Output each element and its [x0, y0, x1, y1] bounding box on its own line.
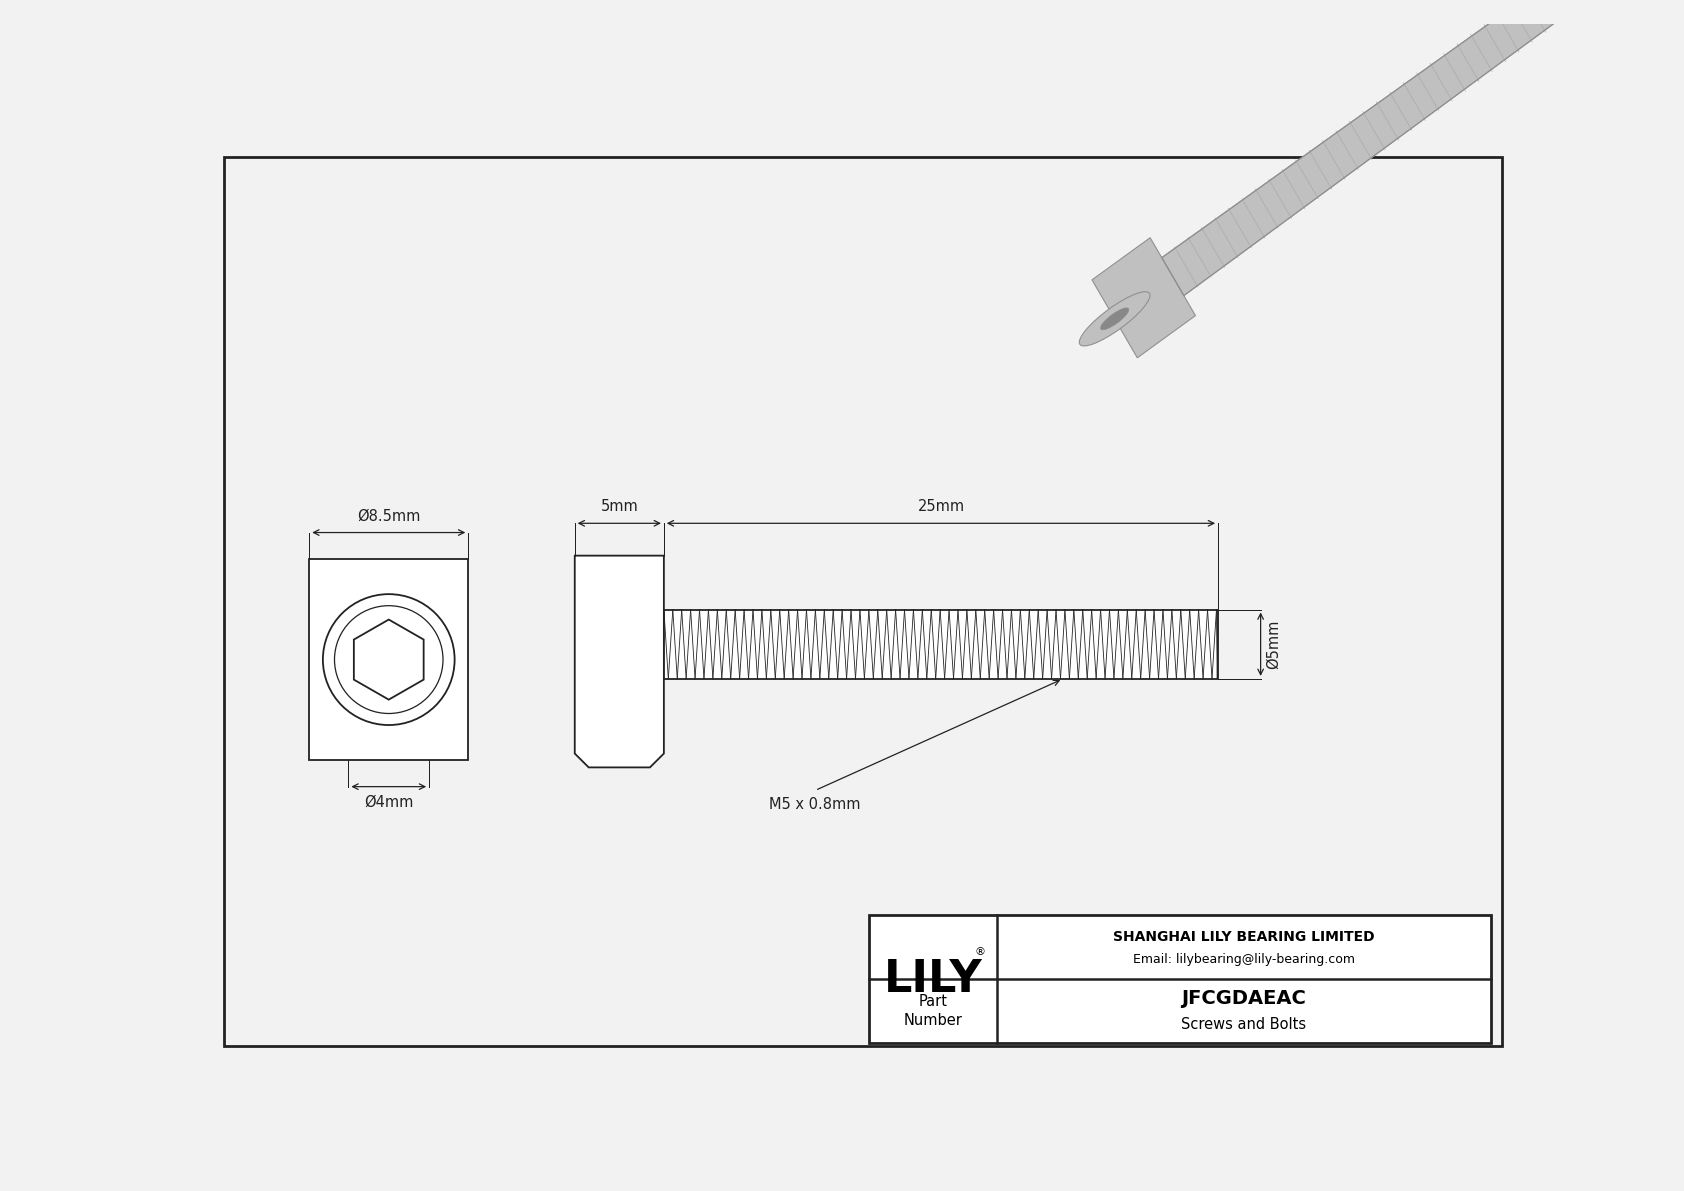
Circle shape — [335, 606, 443, 713]
Ellipse shape — [1079, 292, 1150, 345]
Text: Ø5mm: Ø5mm — [1266, 619, 1282, 669]
Text: 5mm: 5mm — [601, 499, 638, 515]
Polygon shape — [1162, 0, 1585, 295]
Text: JFCGDAEAC: JFCGDAEAC — [1182, 989, 1307, 1008]
Bar — [869, 915, 1490, 1043]
Text: ®: ® — [973, 947, 985, 958]
Polygon shape — [354, 619, 424, 699]
Text: Ø4mm: Ø4mm — [364, 794, 414, 810]
Circle shape — [323, 594, 455, 725]
Ellipse shape — [1100, 307, 1128, 330]
Text: LILY: LILY — [884, 958, 982, 1000]
Text: SHANGHAI LILY BEARING LIMITED: SHANGHAI LILY BEARING LIMITED — [1113, 930, 1374, 944]
Text: 25mm: 25mm — [918, 499, 965, 515]
Text: Part
Number: Part Number — [904, 993, 963, 1029]
Text: Email: lilybearing@lily-bearing.com: Email: lilybearing@lily-bearing.com — [1133, 953, 1356, 966]
Text: Screws and Bolts: Screws and Bolts — [1182, 1017, 1307, 1031]
Bar — [663, 610, 1218, 679]
Polygon shape — [1091, 238, 1196, 357]
Text: M5 x 0.8mm: M5 x 0.8mm — [770, 797, 861, 811]
Bar — [663, 610, 1218, 679]
Bar — [310, 560, 468, 760]
Polygon shape — [574, 556, 663, 767]
Text: Ø8.5mm: Ø8.5mm — [357, 509, 421, 523]
